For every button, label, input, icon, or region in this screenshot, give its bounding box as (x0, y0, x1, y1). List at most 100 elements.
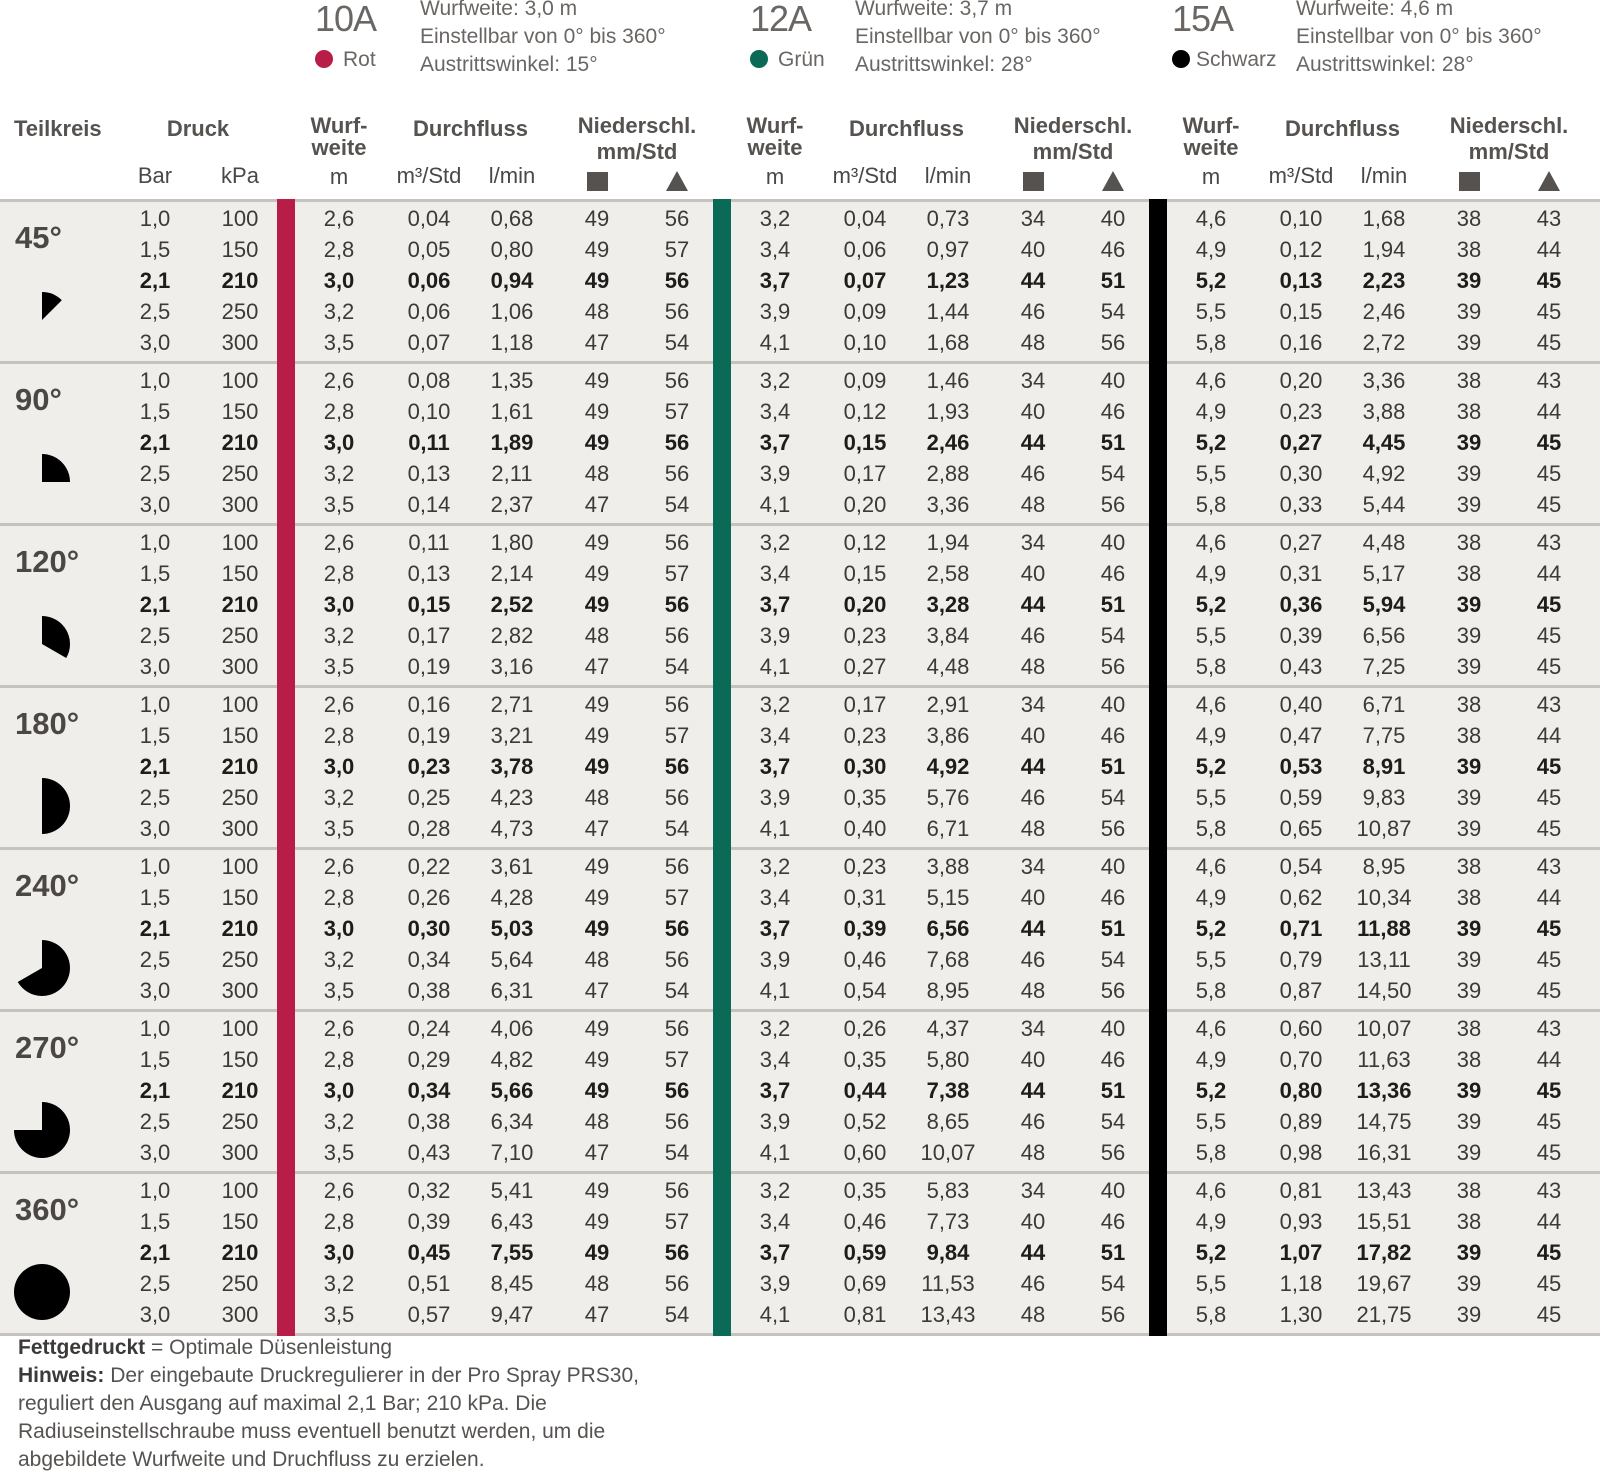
cell-flow-lmin: 8,45 (490, 1271, 534, 1296)
arc-240-icon (12, 938, 72, 998)
cell-kpa: 100 (221, 854, 259, 879)
cell-radius: 3,9 (759, 785, 791, 810)
cell-bar: 1,0 (139, 530, 171, 555)
cell-radius: 3,7 (759, 754, 791, 779)
cell-radius: 2,8 (323, 1047, 355, 1072)
cell-flow-lmin: 4,92 (1362, 461, 1406, 486)
cell-flow-m3: 0,10 (407, 399, 451, 424)
cell-precip-triangle: 46 (1100, 237, 1126, 262)
cell-flow-lmin: 2,71 (490, 692, 534, 717)
nozzle-color-bar (713, 199, 731, 364)
cell-bar: 2,5 (139, 1271, 171, 1296)
nozzle-color-bar (1149, 847, 1167, 1012)
cell-precip-square: 49 (584, 430, 610, 455)
cell-flow-m3: 0,60 (1279, 1016, 1323, 1041)
header-niederschlag: Niederschl. (1013, 113, 1133, 138)
header-wurfweite: Wurf- (1182, 113, 1240, 138)
cell-flow-m3: 0,32 (407, 1178, 451, 1203)
cell-radius: 3,4 (759, 561, 791, 586)
cell-flow-m3: 0,53 (1279, 754, 1323, 779)
cell-radius: 5,8 (1195, 1140, 1227, 1165)
cell-precip-square: 49 (584, 1016, 610, 1041)
cell-radius: 4,6 (1195, 368, 1227, 393)
cell-flow-m3: 0,17 (843, 692, 887, 717)
cell-precip-triangle: 56 (1100, 1302, 1126, 1327)
cell-flow-m3: 0,65 (1279, 816, 1323, 841)
cell-precip-square: 49 (584, 692, 610, 717)
cell-precip-square: 38 (1456, 206, 1482, 231)
cell-precip-triangle: 54 (664, 1302, 690, 1327)
cell-kpa: 100 (221, 692, 259, 717)
cell-precip-triangle: 43 (1536, 530, 1562, 555)
cell-flow-m3: 0,04 (407, 206, 451, 231)
cell-precip-square: 49 (584, 1078, 610, 1103)
cell-flow-m3: 0,81 (843, 1302, 887, 1327)
header-niederschlag-unit: mm/Std (596, 139, 678, 164)
header-wurfweite: weite (311, 135, 367, 160)
cell-flow-lmin: 1,46 (926, 368, 970, 393)
cell-precip-triangle: 43 (1536, 1016, 1562, 1041)
cell-flow-lmin: 3,16 (490, 654, 534, 679)
cell-precip-square: 49 (584, 1240, 610, 1265)
cell-precip-triangle: 40 (1100, 692, 1126, 717)
cell-precip-square: 48 (1020, 978, 1046, 1003)
cell-precip-triangle: 43 (1536, 854, 1562, 879)
cell-flow-lmin: 3,28 (926, 592, 970, 617)
cell-flow-lmin: 9,84 (926, 1240, 970, 1265)
cell-precip-triangle: 44 (1536, 1047, 1562, 1072)
cell-flow-lmin: 3,21 (490, 723, 534, 748)
cell-precip-square: 48 (584, 461, 610, 486)
cell-flow-lmin: 17,82 (1356, 1240, 1412, 1265)
cell-precip-triangle: 44 (1536, 1209, 1562, 1234)
cell-radius: 3,9 (759, 461, 791, 486)
table-row: 2,5 250 3,2 0,06 1,06 48 56 3,9 0,09 1,44 46 54 5,5 0… (0, 296, 1600, 327)
cell-precip-triangle: 43 (1536, 692, 1562, 717)
cell-flow-m3: 0,59 (843, 1240, 887, 1265)
cell-flow-m3: 0,60 (843, 1140, 887, 1165)
cell-flow-m3: 0,81 (1279, 1178, 1323, 1203)
cell-radius: 5,5 (1195, 947, 1227, 972)
cell-flow-lmin: 4,92 (926, 754, 970, 779)
cell-flow-m3: 0,28 (407, 816, 451, 841)
cell-radius: 3,2 (759, 854, 791, 879)
table-row: 2,1 210 3,0 0,15 2,52 49 56 3,7 0,20 3,28 44 51 5,2 0… (0, 589, 1600, 620)
cell-bar: 1,0 (139, 854, 171, 879)
cell-precip-square: 39 (1456, 492, 1482, 517)
table-row: 2,5 250 3,2 0,17 2,82 48 56 3,9 0,23 3,84 46 54 5,5 0… (0, 620, 1600, 651)
cell-flow-m3: 0,33 (1279, 492, 1323, 517)
cell-precip-square: 44 (1020, 592, 1046, 617)
cell-precip-square: 47 (584, 816, 610, 841)
cell-bar: 1,5 (139, 399, 171, 424)
cell-precip-triangle: 56 (664, 530, 690, 555)
nozzle-model: 15A (1172, 0, 1234, 39)
cell-bar: 2,5 (139, 947, 171, 972)
cell-precip-triangle: 54 (1100, 461, 1126, 486)
cell-precip-square: 49 (584, 561, 610, 586)
cell-precip-triangle: 54 (1100, 623, 1126, 648)
nozzle-color-bar (277, 361, 295, 526)
cell-radius: 3,0 (323, 430, 355, 455)
cell-precip-triangle: 44 (1536, 723, 1562, 748)
cell-kpa: 210 (221, 1240, 259, 1265)
cell-flow-lmin: 1,68 (926, 330, 970, 355)
cell-flow-lmin: 5,80 (926, 1047, 970, 1072)
cell-flow-lmin: 6,56 (1362, 623, 1406, 648)
cell-radius: 3,7 (759, 1078, 791, 1103)
cell-radius: 3,7 (759, 592, 791, 617)
cell-kpa: 100 (221, 206, 259, 231)
cell-bar: 2,1 (139, 268, 171, 293)
cell-radius: 3,5 (323, 654, 355, 679)
cell-radius: 4,9 (1195, 561, 1227, 586)
header-durchfluss: Durchfluss (1285, 116, 1400, 141)
cell-precip-triangle: 56 (664, 1271, 690, 1296)
cell-precip-square: 48 (1020, 816, 1046, 841)
cell-flow-lmin: 2,11 (491, 461, 533, 486)
cell-precip-square: 39 (1456, 1240, 1482, 1265)
header-durchfluss: Durchfluss (849, 116, 964, 141)
section-background (1167, 1012, 1600, 1171)
cell-precip-triangle: 43 (1536, 206, 1562, 231)
cell-flow-m3: 0,46 (843, 947, 887, 972)
cell-precip-triangle: 57 (664, 237, 690, 262)
cell-precip-triangle: 56 (664, 430, 690, 455)
cell-precip-triangle: 54 (664, 816, 690, 841)
